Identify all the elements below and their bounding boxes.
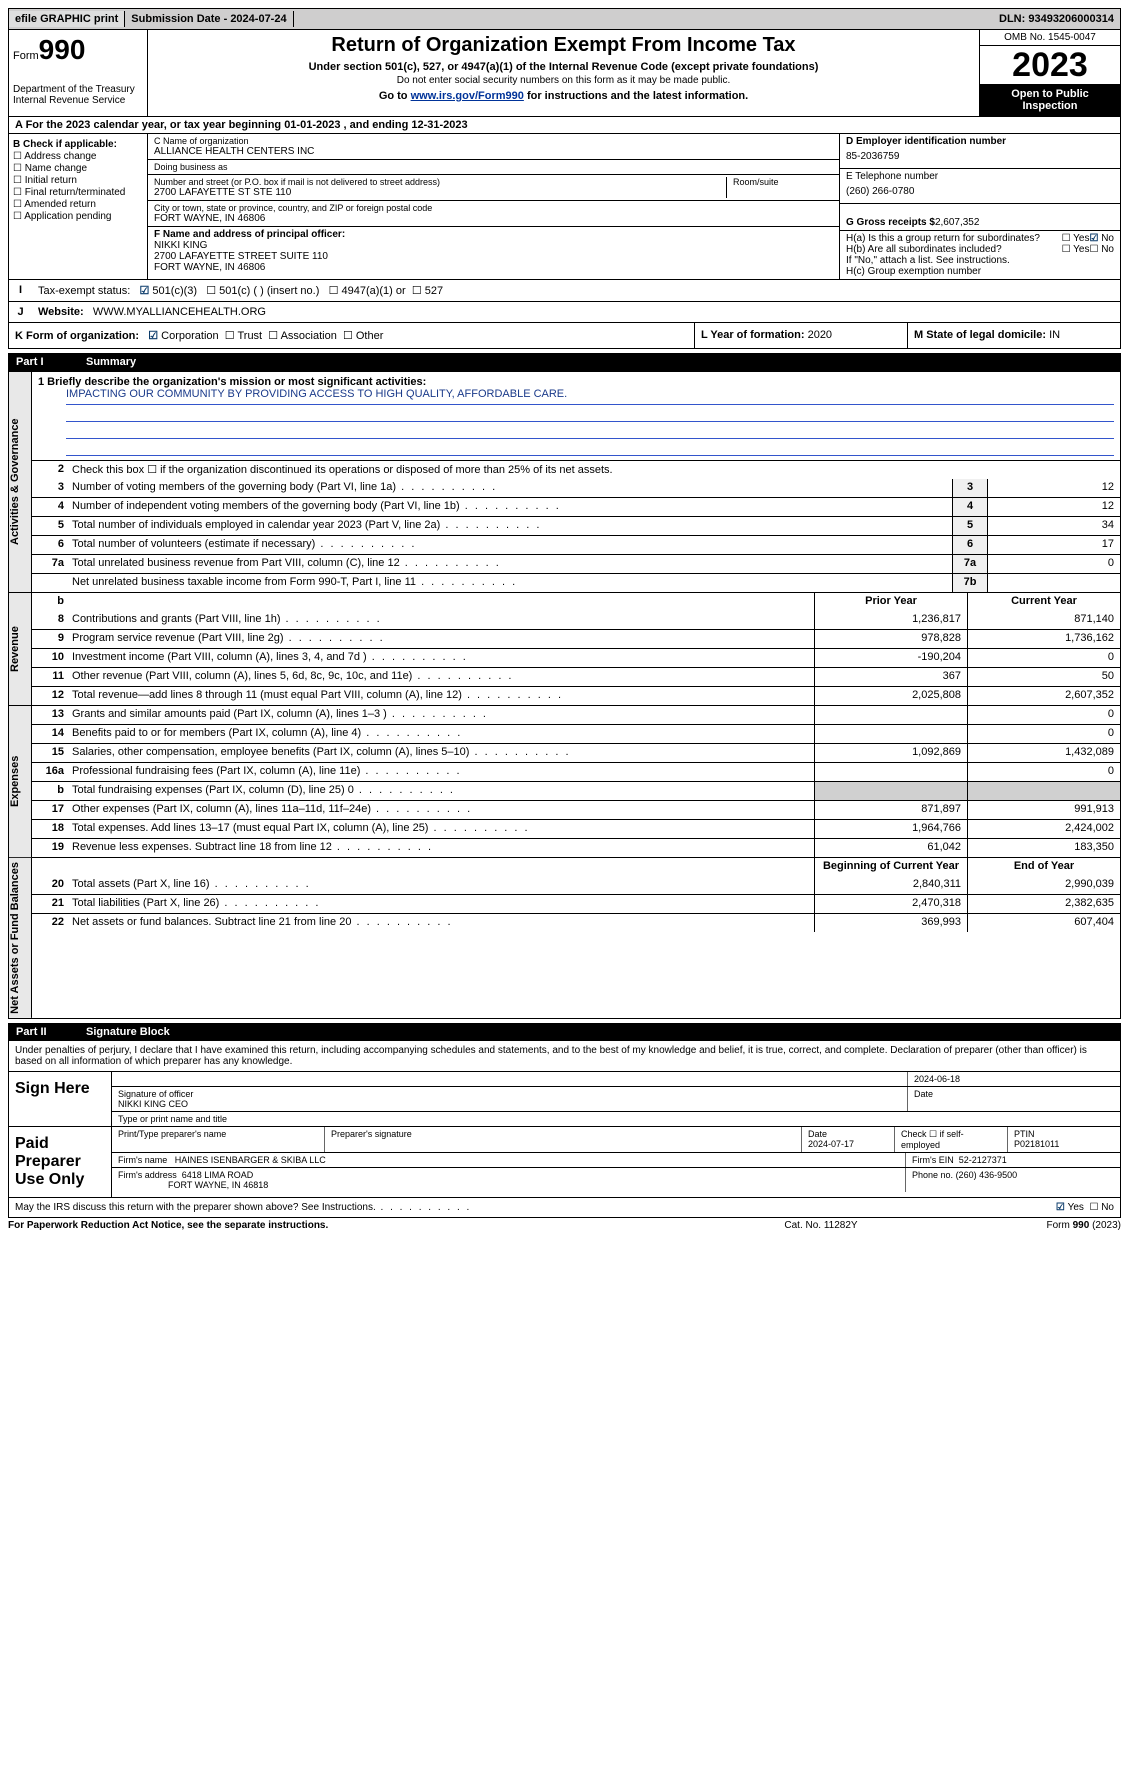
irs-link[interactable]: www.irs.gov/Form990	[411, 90, 524, 102]
summary-line: 12Total revenue—add lines 8 through 11 (…	[32, 686, 1120, 705]
group-return-cell: H(a) Is this a group return for subordin…	[840, 231, 1120, 279]
summary-net-assets: Net Assets or Fund Balances Beginning of…	[8, 858, 1121, 1019]
subtitle-2: Do not enter social security numbers on …	[154, 75, 973, 86]
entity-block: B Check if applicable: Address change Na…	[8, 134, 1121, 280]
summary-revenue: Revenue b Prior Year Current Year 8Contr…	[8, 593, 1121, 706]
check-corporation[interactable]: Corporation	[148, 330, 218, 342]
efile-print-button[interactable]: efile GRAPHIC print	[9, 11, 125, 27]
dln-label: DLN: 93493206000314	[993, 11, 1120, 27]
check-initial-return[interactable]: Initial return	[13, 175, 143, 186]
vtab-revenue: Revenue	[9, 593, 32, 705]
hb-no[interactable]: No	[1089, 244, 1114, 255]
check-527[interactable]: 527	[412, 285, 443, 297]
top-toolbar: efile GRAPHIC print Submission Date - 20…	[8, 8, 1121, 30]
department-label: Department of the Treasury Internal Reve…	[13, 84, 143, 106]
subtitle-3: Go to www.irs.gov/Form990 for instructio…	[154, 90, 973, 102]
summary-line: Net unrelated business taxable income fr…	[32, 573, 1120, 592]
check-4947[interactable]: 4947(a)(1) or	[329, 285, 406, 297]
gross-cell: G Gross receipts $2,607,352	[840, 204, 1120, 231]
check-trust[interactable]: Trust	[225, 330, 262, 342]
tel-cell: E Telephone number (260) 266-0780	[840, 169, 1120, 204]
ha-no[interactable]: No	[1089, 233, 1114, 244]
submission-date: Submission Date - 2024-07-24	[125, 11, 293, 27]
mission-label: 1 Briefly describe the organization's mi…	[38, 376, 1114, 388]
summary-line: 22Net assets or fund balances. Subtract …	[32, 913, 1120, 932]
summary-line: 8Contributions and grants (Part VIII, li…	[32, 611, 1120, 629]
check-final-return[interactable]: Final return/terminated	[13, 187, 143, 198]
dba-cell: Doing business as	[148, 160, 839, 175]
check-501c3[interactable]: 501(c)(3)	[140, 285, 198, 297]
check-association[interactable]: Association	[268, 330, 337, 342]
form-header: Form990 Department of the Treasury Inter…	[8, 30, 1121, 117]
form-title: Return of Organization Exempt From Incom…	[154, 34, 973, 57]
part2-header: Part II Signature Block	[8, 1023, 1121, 1041]
vtab-governance: Activities & Governance	[9, 372, 32, 592]
form-org-row: K Form of organization: Corporation Trus…	[8, 323, 1121, 349]
part1-header: Part I Summary	[8, 353, 1121, 371]
summary-line: 6Total number of volunteers (estimate if…	[32, 535, 1120, 554]
discuss-yes[interactable]: Yes	[1056, 1202, 1084, 1213]
check-501c[interactable]: 501(c) ( ) (insert no.)	[206, 285, 319, 297]
summary-line: 7aTotal unrelated business revenue from …	[32, 554, 1120, 573]
officer-cell: F Name and address of principal officer:…	[148, 227, 839, 279]
omb-number: OMB No. 1545-0047	[980, 30, 1120, 46]
summary-line: 9Program service revenue (Part VIII, lin…	[32, 629, 1120, 648]
hb-yes[interactable]: Yes	[1062, 244, 1090, 255]
page-footer: For Paperwork Reduction Act Notice, see …	[8, 1220, 1121, 1231]
ha-yes[interactable]: Yes	[1062, 233, 1090, 244]
end-year-header: End of Year	[967, 858, 1120, 876]
check-app-pending[interactable]: Application pending	[13, 211, 143, 222]
discuss-question: May the IRS discuss this return with the…	[15, 1202, 1056, 1213]
summary-line: 19Revenue less expenses. Subtract line 1…	[32, 838, 1120, 857]
sign-here-label: Sign Here	[9, 1072, 112, 1126]
summary-line: 5Total number of individuals employed in…	[32, 516, 1120, 535]
box-b-checkboxes: B Check if applicable: Address change Na…	[9, 134, 148, 279]
subtitle-1: Under section 501(c), 527, or 4947(a)(1)…	[154, 61, 973, 73]
check-address-change[interactable]: Address change	[13, 151, 143, 162]
summary-line: 20Total assets (Part X, line 16)2,840,31…	[32, 876, 1120, 894]
check-name-change[interactable]: Name change	[13, 163, 143, 174]
check-amended[interactable]: Amended return	[13, 199, 143, 210]
city-cell: City or town, state or province, country…	[148, 201, 839, 227]
summary-expenses: Expenses 13Grants and similar amounts pa…	[8, 706, 1121, 858]
website-value: WWW.MYALLIANCEHEALTH.ORG	[93, 306, 266, 318]
declaration-text: Under penalties of perjury, I declare th…	[9, 1041, 1120, 1071]
summary-line: 14Benefits paid to or for members (Part …	[32, 724, 1120, 743]
address-row: Number and street (or P.O. box if mail i…	[148, 175, 839, 201]
tax-year: 2023	[980, 46, 1120, 84]
form-number: Form990	[13, 34, 143, 66]
website-row: J Website: WWW.MYALLIANCEHEALTH.ORG	[8, 302, 1121, 323]
summary-line: 17Other expenses (Part IX, column (A), l…	[32, 800, 1120, 819]
summary-line: 4Number of independent voting members of…	[32, 497, 1120, 516]
line-a-period: A For the 2023 calendar year, or tax yea…	[8, 117, 1121, 134]
ein-cell: D Employer identification number 85-2036…	[840, 134, 1120, 169]
signature-block: Under penalties of perjury, I declare th…	[8, 1041, 1121, 1218]
summary-line: 3Number of voting members of the governi…	[32, 479, 1120, 497]
tax-status-row: I Tax-exempt status: 501(c)(3) 501(c) ( …	[8, 280, 1121, 302]
summary-line: 10Investment income (Part VIII, column (…	[32, 648, 1120, 667]
check-other[interactable]: Other	[343, 330, 383, 342]
summary-line: 13Grants and similar amounts paid (Part …	[32, 706, 1120, 724]
prior-year-header: Prior Year	[814, 593, 967, 611]
vtab-net-assets: Net Assets or Fund Balances	[9, 858, 32, 1018]
discuss-no[interactable]: No	[1089, 1202, 1114, 1213]
summary-line: bTotal fundraising expenses (Part IX, co…	[32, 781, 1120, 800]
mission-text: IMPACTING OUR COMMUNITY BY PROVIDING ACC…	[66, 388, 1114, 405]
paid-preparer-label: Paid Preparer Use Only	[9, 1127, 112, 1197]
vtab-expenses: Expenses	[9, 706, 32, 857]
org-name-cell: C Name of organization ALLIANCE HEALTH C…	[148, 134, 839, 160]
open-inspection: Open to Public Inspection	[980, 84, 1120, 116]
summary-governance: Activities & Governance 1 Briefly descri…	[8, 371, 1121, 593]
current-year-header: Current Year	[967, 593, 1120, 611]
begin-year-header: Beginning of Current Year	[814, 858, 967, 876]
summary-line: 11Other revenue (Part VIII, column (A), …	[32, 667, 1120, 686]
summary-line: 21Total liabilities (Part X, line 26)2,4…	[32, 894, 1120, 913]
summary-line: 16aProfessional fundraising fees (Part I…	[32, 762, 1120, 781]
summary-line: 18Total expenses. Add lines 13–17 (must …	[32, 819, 1120, 838]
line-2: Check this box ☐ if the organization dis…	[68, 461, 1120, 479]
summary-line: 15Salaries, other compensation, employee…	[32, 743, 1120, 762]
